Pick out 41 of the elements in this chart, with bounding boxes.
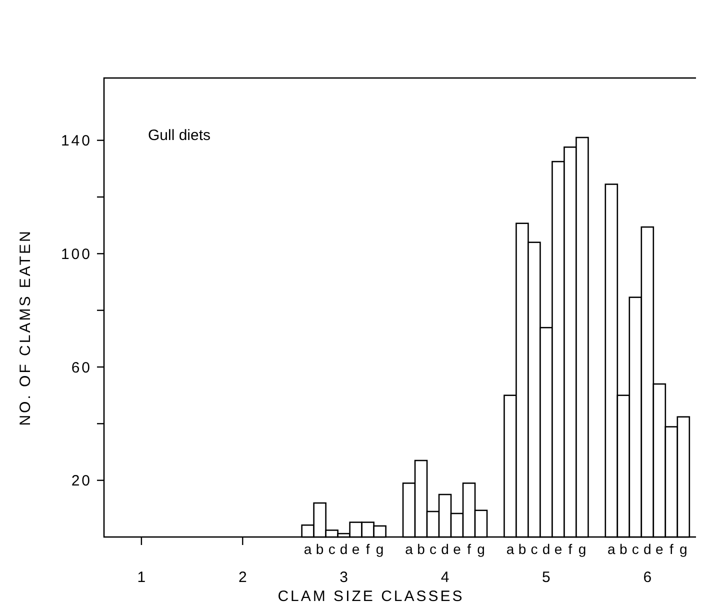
x-tick-label: 5 xyxy=(542,569,550,586)
text: f xyxy=(467,541,471,557)
x-tick-label: 2 xyxy=(238,569,247,586)
text: d xyxy=(441,541,449,557)
text: c xyxy=(430,541,437,557)
text: a xyxy=(506,541,514,557)
x-tick-label: 4 xyxy=(440,569,450,586)
text: f xyxy=(669,541,674,557)
series-label: b xyxy=(316,541,324,557)
x-axis-title: CLAM SIZE CLASSES xyxy=(278,588,464,605)
series-label: d xyxy=(340,541,348,557)
y-tick-label: 20 xyxy=(71,472,92,490)
text: a xyxy=(608,541,616,557)
series-label: c xyxy=(328,541,336,557)
series-label: e xyxy=(352,541,360,557)
text: b xyxy=(417,541,425,557)
y-axis-title: NO. OF CLAMS EATEN xyxy=(17,229,34,426)
series-label: g xyxy=(376,541,384,557)
text: c xyxy=(632,541,639,557)
text: f xyxy=(568,541,572,557)
y-tick-label: 100 xyxy=(60,246,92,263)
x-tick-label: 6 xyxy=(643,569,652,586)
text: b xyxy=(518,541,526,557)
text: g xyxy=(680,541,688,557)
text: c xyxy=(530,541,538,557)
x-tick-label: 1 xyxy=(137,569,146,586)
y-tick-label: 140 xyxy=(60,132,92,150)
text: e xyxy=(656,541,664,557)
text: e xyxy=(554,541,562,557)
text: g xyxy=(477,541,485,557)
text: d xyxy=(644,541,652,557)
series-label: f xyxy=(366,541,370,557)
y-tick-label: 60 xyxy=(71,359,92,376)
text: b xyxy=(620,541,628,557)
text: g xyxy=(578,541,586,557)
x-tick-label: 3 xyxy=(340,569,348,586)
text: d xyxy=(542,541,550,557)
text: a xyxy=(405,541,413,557)
text: e xyxy=(453,541,461,557)
text: Gull diets xyxy=(148,127,211,144)
series-label: a xyxy=(304,541,312,557)
